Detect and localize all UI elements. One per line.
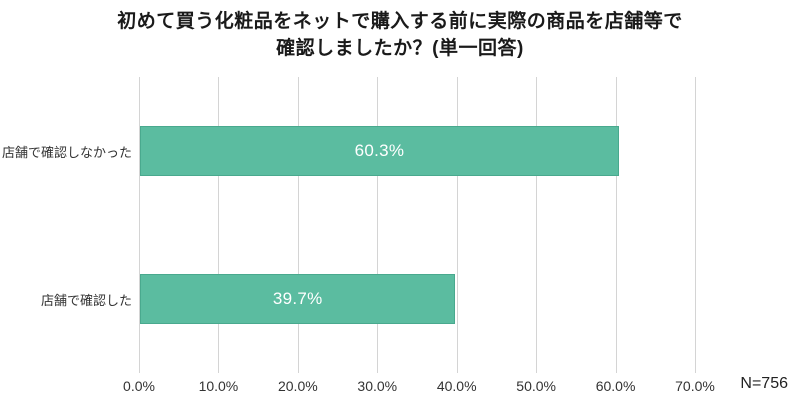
x-axis-tick-label: 40.0% [436,378,477,394]
sample-size-label: N=756 [740,375,788,392]
gridline [139,77,140,373]
gridline [536,77,538,373]
bar-1: 39.7% [140,274,456,324]
gridline [695,77,696,373]
gridline [456,77,458,373]
category-label: 店舗で確認しなかった [1,145,132,160]
chart-title-line2: 確認しましたか？(単一回答) [276,38,524,59]
x-axis-tick-label: 50.0% [516,378,556,394]
x-axis-tick-label: 70.0% [675,378,715,394]
x-axis-tick-label: 60.0% [595,378,636,394]
chart-title-line1: 初めて買う化粧品をネットで購入する前に実際の商品を店舗等で [117,11,683,32]
gridline [297,77,299,373]
x-axis-tick-label: 10.0% [198,378,239,394]
category-label: 店舗で確認した [40,293,132,308]
bar-value-label: 60.3% [354,141,405,160]
chart-title: 初めて買う化粧品をネットで購入する前に実際の商品を店舗等で 確認しましたか？(単… [0,8,800,62]
gridline [218,77,220,373]
bar-value-label: 39.7% [272,289,323,308]
gridline [377,77,379,373]
x-axis-tick-label: 20.0% [277,378,318,394]
x-axis-tick-label: 0.0% [123,378,155,394]
bar-0: 60.3% [140,126,619,176]
x-axis-tick-label: 30.0% [357,378,398,394]
gridline [615,77,617,373]
